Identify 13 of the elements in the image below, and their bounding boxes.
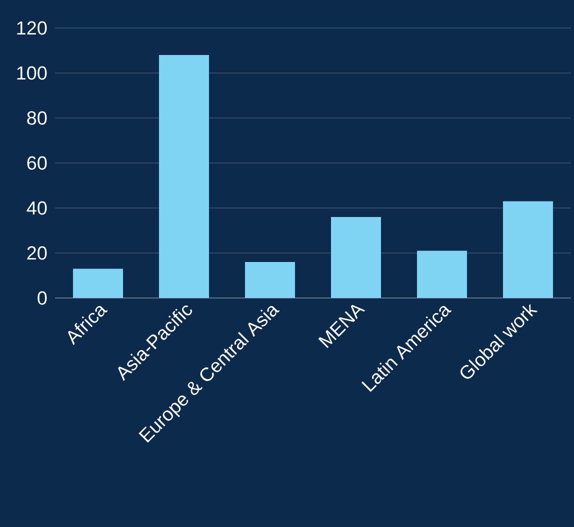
y-tick-label: 120 [17, 21, 47, 35]
bar [73, 268, 124, 298]
bar [159, 54, 209, 298]
y-tick-label: 0 [38, 291, 47, 305]
bar [416, 250, 467, 298]
y-tick-label: 100 [17, 66, 47, 80]
bar [502, 201, 553, 298]
y-tick-label: 40 [26, 201, 47, 215]
bar [244, 262, 295, 298]
y-tick-label: 60 [27, 156, 47, 170]
y-tick-label: 80 [27, 111, 47, 125]
bar [330, 216, 381, 298]
y-tick-label: 20 [27, 246, 47, 260]
